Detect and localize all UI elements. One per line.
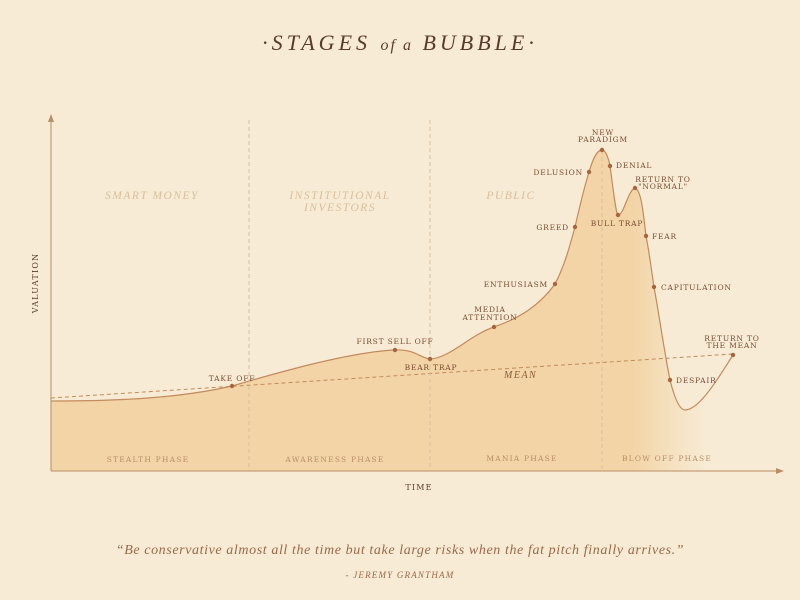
label-enthusiasm: ENTHUSIASM — [484, 280, 548, 289]
label-return-to-normal-line2: "NORMAL" — [638, 182, 688, 191]
label-greed: GREED — [536, 223, 569, 232]
zone-smart-money: SMART MONEY — [105, 190, 199, 202]
point-denial — [607, 163, 613, 169]
label-despair: DESPAIR — [676, 376, 717, 385]
label-denial: DENIAL — [616, 161, 652, 170]
x-axis-arrow — [776, 468, 784, 474]
phase-stealth: STEALTH PHASE — [107, 455, 190, 464]
quote-text: “Be conservative almost all the time but… — [115, 543, 685, 558]
title-dot-right: · — [528, 30, 538, 55]
point-despair — [667, 377, 673, 383]
point-media-attention — [491, 324, 497, 330]
bubble-curve — [50, 149, 734, 411]
point-fear — [643, 233, 649, 239]
zone-institutional-line1: INSTITUTIONAL — [288, 190, 390, 202]
quote-author: - JEREMY GRANTHAM — [345, 570, 455, 580]
y-axis-arrow — [48, 114, 54, 122]
point-bear-trap — [427, 356, 433, 362]
mean-line — [50, 353, 734, 399]
label-first-sell-off: FIRST SELL OFF — [356, 337, 433, 346]
x-axis-label: TIME — [405, 483, 432, 492]
label-return-to-mean-line1: RETURN TO — [704, 334, 759, 343]
point-greed — [572, 224, 578, 230]
mean-label: MEAN — [503, 370, 537, 381]
zone-public: PUBLIC — [485, 190, 535, 202]
point-first-sell-off — [392, 347, 398, 353]
stage-points — [229, 147, 736, 389]
label-fear: FEAR — [652, 232, 677, 241]
title-word-bubble: BUBBLE — [422, 30, 529, 55]
label-return-to-normal-line1: RETURN TO — [635, 175, 690, 184]
y-axis-label: VALUATION — [31, 253, 40, 315]
label-bear-trap: BEAR TRAP — [405, 363, 458, 372]
phase-awareness: AWARENESS PHASE — [284, 455, 384, 464]
label-capitulation: CAPITULATION — [661, 283, 732, 292]
label-take-off: TAKE OFF — [209, 374, 255, 383]
zone-institutional-line2: INVESTORS — [303, 202, 376, 214]
label-new-paradigm-line2: PARADIGM — [578, 135, 628, 144]
label-delusion: DELUSION — [533, 168, 583, 177]
point-take-off — [229, 383, 235, 389]
label-bull-trap: BULL TRAP — [591, 219, 644, 228]
label-new-paradigm-line1: NEW — [592, 128, 614, 137]
title-dot-left: · — [262, 30, 272, 55]
point-return-to-normal — [632, 185, 638, 191]
label-return-to-mean-line2: THE MEAN — [707, 341, 758, 350]
phase-blow-off: BLOW OFF PHASE — [622, 454, 712, 463]
title-word-of-a: of a — [380, 37, 413, 54]
point-delusion — [586, 169, 592, 175]
curve-fill — [51, 150, 733, 471]
point-bull-trap — [615, 212, 621, 218]
label-media-attention-line1: MEDIA — [474, 305, 506, 314]
point-return-to-mean — [730, 352, 736, 358]
point-enthusiasm — [552, 281, 558, 287]
phase-mania: MANIA PHASE — [486, 454, 557, 463]
label-media-attention-line2: ATTENTION — [461, 313, 517, 322]
title-word-stages: STAGES — [271, 30, 372, 55]
point-capitulation — [651, 284, 657, 290]
chart-title: ·STAGES of a BUBBLE· — [0, 30, 800, 56]
point-new-paradigm — [599, 147, 605, 153]
